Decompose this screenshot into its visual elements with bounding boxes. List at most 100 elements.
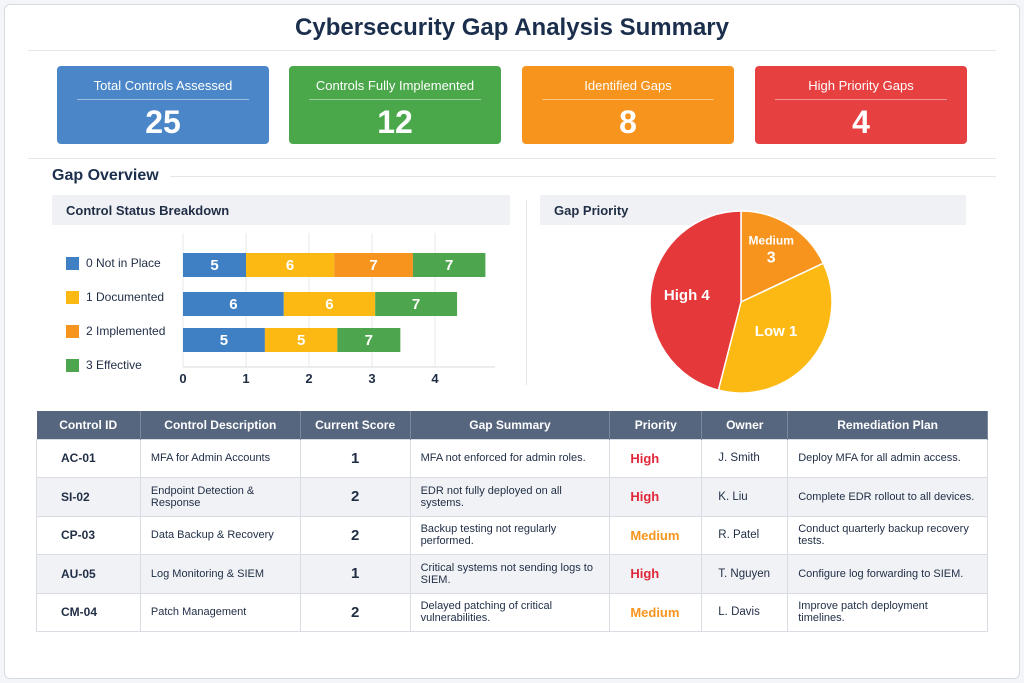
cell-current-score: 2 [299,515,411,555]
cell-control-id: CM-04 [36,592,141,632]
bar-segment [183,292,284,316]
stat-card: Controls Fully Implemented 12 [289,66,501,144]
bar-segment-label: 5 [220,332,228,349]
bar-segment-label: 6 [286,257,294,274]
pie-slice-name: Low [755,323,785,340]
legend-swatch [66,358,79,372]
bar-segment-label: 7 [369,257,377,274]
bar-segment [334,253,413,277]
cell-gap-summary: MFA not enforced for admin roles. [409,438,611,478]
bar-segment [375,292,458,316]
table-row: SI-02 Endpoint Detection & Response 2 EDR n… [36,477,988,517]
bar-segment-label: 6 [325,296,333,313]
pie-slice-label: Low 1 [755,323,798,340]
bar-segment [264,328,338,352]
bar-segment-label: 5 [210,257,218,274]
cell-remediation-plan: Complete EDR rollout to all devices. [787,477,988,517]
column-header: Gap Summary [410,411,611,439]
cell-control-description: MFA for Admin Accounts [139,438,301,478]
cell-remediation-plan: Deploy MFA for all admin access. [787,438,988,478]
legend-label: 3 Effective [86,358,142,372]
stat-card-value: 8 [619,104,637,140]
cell-priority: High [609,477,703,517]
bar-segment [412,253,486,277]
cell-priority: Medium [609,515,703,555]
cell-gap-summary: Backup testing not regularly performed. [409,515,611,555]
control-status-bar-chart: 0 1 2 3 4 5 6 7 7 6 6 7 5 5 7 [179,233,495,386]
table-row: AU-05 Log Monitoring & SIEM 1 Critical syst… [36,554,988,594]
cell-control-id: SI-02 [36,477,141,517]
pie-slice-value: 3 [767,249,776,266]
stat-card-label: Identified Gaps [542,78,714,100]
column-header: Owner [701,411,789,439]
bar-segment [246,253,335,277]
cell-remediation-plan: Configure log forwarding to SIEM. [787,554,988,594]
pie-slice-name: Medium [749,233,794,247]
pie-slice-low [717,262,833,394]
cell-owner: R. Patel [701,515,789,555]
stat-card-label: Total Controls Assessed [77,78,249,100]
stat-card-value: 4 [852,104,870,140]
stat-card-value: 25 [145,104,181,140]
cell-owner: K. Liu [701,477,789,517]
pie-slice-name: High [664,287,697,304]
column-header: Priority [609,411,703,439]
legend-swatch [66,290,79,304]
bar-panel-title: Control Status Breakdown [52,195,510,225]
cell-current-score: 2 [299,477,411,517]
cell-control-description: Data Backup & Recovery [139,515,301,555]
cell-gap-summary: Critical systems not sending logs to SIE… [409,554,611,594]
cell-current-score: 2 [299,592,411,632]
stat-card: Total Controls Assessed 25 [57,66,269,144]
bar-segment-label: 6 [229,296,237,313]
x-tick-label: 0 [179,371,186,386]
legend-label: 0 Not in Place [86,256,161,270]
stat-card-value: 12 [377,104,413,140]
legend-item: 0 Not in Place [66,256,161,270]
pie-slice-medium [740,210,825,304]
cell-control-id: AC-01 [36,438,141,478]
cell-priority: Medium [609,592,703,632]
divider [28,158,996,159]
cell-owner: T. Nguyen [701,554,789,594]
section-title: Gap Overview [52,167,159,184]
pie-slice-high [649,210,742,392]
cell-remediation-plan: Conduct quarterly backup recovery tests. [787,515,988,555]
panel-divider [526,200,527,385]
gap-priority-pie-chart: Medium 3 Low 1 High 4 [649,210,833,394]
bar-segment-label: 7 [365,332,373,349]
cell-control-id: AU-05 [36,554,141,594]
pie-slice-label: High 4 [664,287,711,304]
bar-segment [283,292,376,316]
stat-card-label: Controls Fully Implemented [309,78,481,100]
divider [170,176,996,177]
cell-control-description: Log Monitoring & SIEM [139,554,301,594]
x-tick-label: 3 [368,371,375,386]
bar-segment-label: 7 [412,296,420,313]
cell-owner: L. Davis [701,592,789,632]
bar-segment [337,328,401,352]
stat-card: High Priority Gaps 4 [755,66,967,144]
column-header: Control ID [36,411,141,439]
legend-item: 1 Documented [66,290,164,304]
pie-slice-value: 1 [789,323,797,340]
bar-segment [183,253,246,277]
table-row: CM-04 Patch Management 2 Delayed patching o… [36,592,988,632]
cell-current-score: 1 [299,438,411,478]
legend-item: 3 Effective [66,358,142,372]
cell-gap-summary: EDR not fully deployed on all systems. [409,477,611,517]
legend-label: 1 Documented [86,290,165,304]
cell-priority: High [609,438,703,478]
page-title: Cybersecurity Gap Analysis Summary [295,14,729,41]
cell-gap-summary: Delayed patching of critical vulnerabili… [409,592,611,632]
cell-control-id: CP-03 [36,515,141,555]
column-header: Control Description [140,411,301,439]
column-header: Remediation Plan [787,411,988,439]
table-row: AC-01 MFA for Admin Accounts 1 MFA not enfo… [36,438,988,478]
divider [28,50,996,51]
cell-control-description: Endpoint Detection & Response [139,477,301,517]
cell-remediation-plan: Improve patch deployment timelines. [787,592,988,632]
legend-swatch [66,324,79,338]
x-tick-label: 2 [305,371,312,386]
x-tick-label: 4 [431,371,439,386]
